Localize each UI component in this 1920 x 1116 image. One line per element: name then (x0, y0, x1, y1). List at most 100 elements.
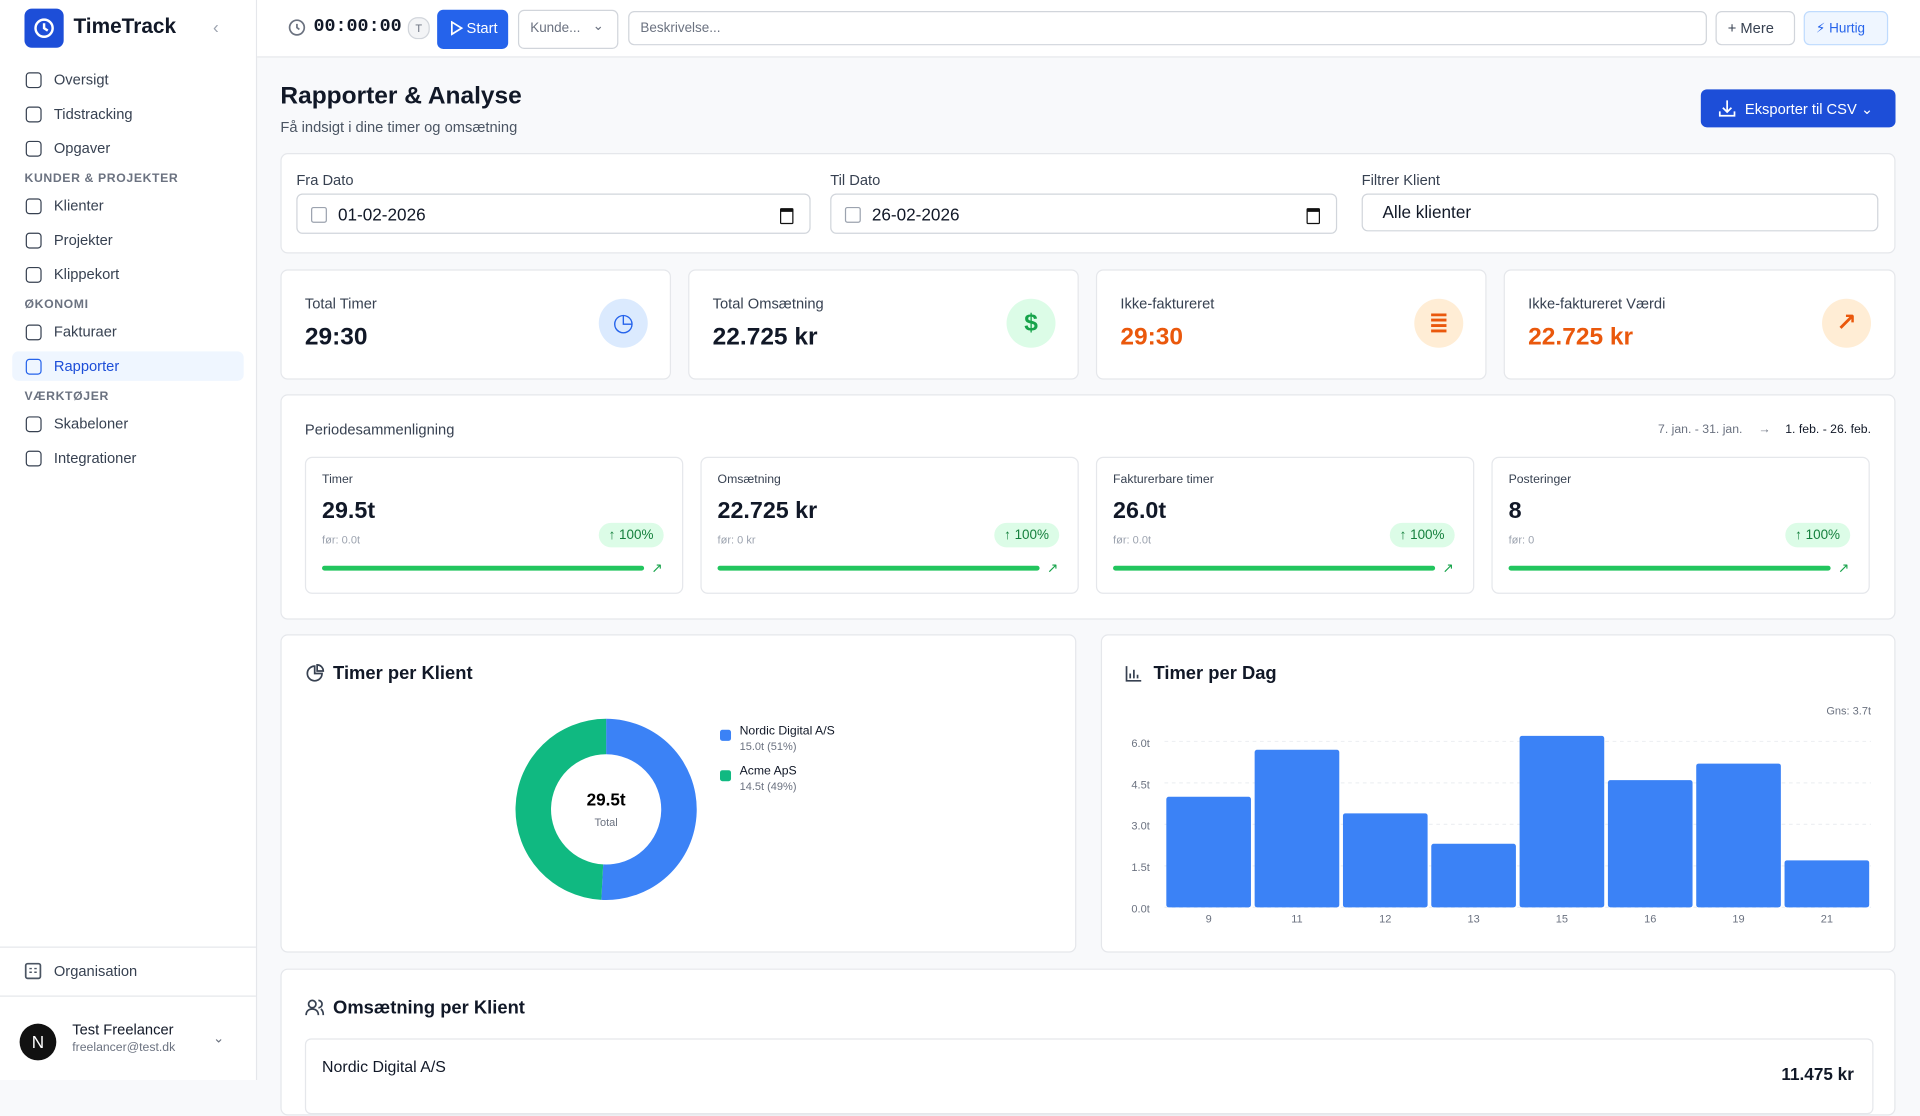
metric-value: 8 (1508, 498, 1522, 525)
change-value: 100% (619, 527, 654, 543)
y-tick-label: 4.5t (1131, 779, 1149, 791)
export-button[interactable] (1700, 89, 1896, 128)
x-tick-label: 19 (1732, 913, 1744, 925)
legend-name: Acme ApS (740, 764, 797, 778)
filter-label: Filtrer Klient (1361, 171, 1441, 189)
change-value: 100% (1014, 527, 1050, 543)
stat-icon: ↗ (1822, 298, 1872, 348)
metric-previous: før: 0 kr (717, 533, 756, 547)
nav-active-bg (12, 351, 244, 381)
nav-item[interactable]: Tidstracking (53, 105, 133, 123)
current-period: 1. feb. - 26. feb. (1785, 423, 1872, 437)
stat-icon: $ (1006, 298, 1056, 348)
progress-bar (717, 565, 1040, 571)
bar (1519, 735, 1605, 908)
pie-icon (306, 664, 325, 682)
sidebar (0, 0, 258, 1081)
export-text: Eksporter til CSV (1744, 100, 1857, 118)
metric-previous: før: 0.0t (322, 533, 361, 547)
trend-icon: ↗ (1837, 561, 1850, 577)
progress-bar (322, 565, 645, 571)
previous-period: 7. jan. - 31. jan. (1658, 423, 1743, 437)
progress-bar (1113, 565, 1436, 571)
more-button[interactable] (1715, 11, 1796, 46)
shortcut-badge: T (407, 17, 430, 40)
nav-icon (25, 450, 42, 467)
description-input[interactable] (628, 11, 1707, 46)
user-menu[interactable]: ⌄ (213, 1031, 225, 1047)
start-button[interactable] (437, 9, 509, 49)
bar-chart: Gns: 3.7t 0.0t 1.5t 3.0t 4.5t 6.0t 9 11 12 13 15 16… (1131, 705, 1872, 925)
y-tick-label: 1.5t (1131, 862, 1149, 874)
legend-name: Nordic Digital A/S (740, 723, 835, 737)
revenue-row (304, 1038, 1874, 1115)
calendar-button[interactable] (1306, 208, 1321, 225)
bar (1607, 780, 1693, 908)
metric-label: Posteringer (1508, 473, 1572, 487)
stat-value: 22.725 kr (712, 323, 818, 351)
quick-label: ⚡ Hurtig (1815, 21, 1866, 37)
x-tick-label: 11 (1291, 913, 1302, 925)
stat-value: 22.725 kr (1528, 323, 1634, 351)
x-tick-label: 16 (1644, 913, 1656, 925)
filter-value: 26-02-2026 (871, 204, 960, 225)
change-value: 100% (1410, 527, 1445, 543)
nav-item[interactable]: Projekter (53, 231, 113, 249)
nav-item[interactable]: Opgaver (53, 139, 111, 157)
revenue-client: Nordic Digital A/S (322, 1057, 446, 1076)
bar (1254, 749, 1340, 908)
description-placeholder: Beskrivelse... (640, 20, 721, 36)
change-badge: ↑ 100% (598, 522, 664, 548)
nav-heading: KUNDER & PROJEKTER (24, 172, 179, 186)
average-label: Gns: 3.7t (1826, 705, 1871, 717)
trend-icon: ↗ (1442, 561, 1454, 577)
filter-label: Til Dato (830, 171, 881, 189)
nav-item[interactable]: Skabeloner (53, 415, 129, 433)
nav-item[interactable]: Fakturaer (53, 323, 117, 341)
organisation-link[interactable]: Organisation (53, 962, 138, 980)
x-tick-label: 21 (1821, 913, 1833, 925)
x-tick-label: 12 (1379, 913, 1391, 925)
revenue-amount: 11.475 kr (1781, 1064, 1854, 1084)
calendar-button[interactable] (780, 208, 794, 225)
calendar-icon (844, 206, 861, 223)
select-chevron: ⌄ (592, 18, 604, 34)
nav-item[interactable]: Klippekort (53, 265, 120, 283)
legend-value: 15.0t (51%) (740, 741, 797, 753)
stat-icon: ◷ (598, 298, 648, 348)
brand: TimeTrack (73, 14, 177, 38)
user-name: Test Freelancer (72, 1021, 174, 1039)
filter-input[interactable] (830, 193, 1338, 234)
nav-item[interactable]: Integrationer (53, 449, 137, 467)
period-arrow: → (1758, 423, 1771, 437)
nav-icon (25, 232, 42, 249)
timer: 00:00:00 (313, 16, 402, 38)
client-placeholder: Kunde... (530, 20, 581, 36)
filter-label: Fra Dato (296, 171, 354, 189)
legend-value: 14.5t (49%) (740, 781, 797, 793)
more-label: + Mere (1727, 19, 1774, 37)
client-select[interactable] (517, 9, 619, 49)
bar (1166, 796, 1251, 908)
nav-item[interactable]: Klienter (53, 197, 104, 215)
daily-hours-title: Timer per Dag (1153, 663, 1277, 684)
nav-item[interactable]: Oversigt (53, 71, 109, 89)
comparison-title: Periodesammenligning (304, 421, 455, 439)
pie-center-value: 29.5t (587, 789, 626, 809)
filter-input[interactable] (296, 193, 811, 234)
revenue-title: Omsætning per Klient (333, 997, 525, 1019)
bar (1696, 763, 1781, 908)
calendar-icon (311, 206, 327, 223)
nav-item[interactable]: Rapporter (53, 357, 120, 375)
change-badge: ↑ 100% (1785, 522, 1850, 548)
nav-icon (25, 72, 42, 89)
metric-value: 22.725 kr (717, 498, 818, 525)
page-title: Rapporter & Analyse (280, 82, 522, 110)
filter-input[interactable] (1361, 193, 1879, 232)
y-tick-label: 3.0t (1131, 821, 1149, 833)
collapse-button[interactable]: ‹ (213, 17, 219, 37)
stat-value: 29:30 (1120, 323, 1184, 351)
bar (1342, 813, 1428, 908)
quick-button[interactable] (1803, 11, 1889, 46)
